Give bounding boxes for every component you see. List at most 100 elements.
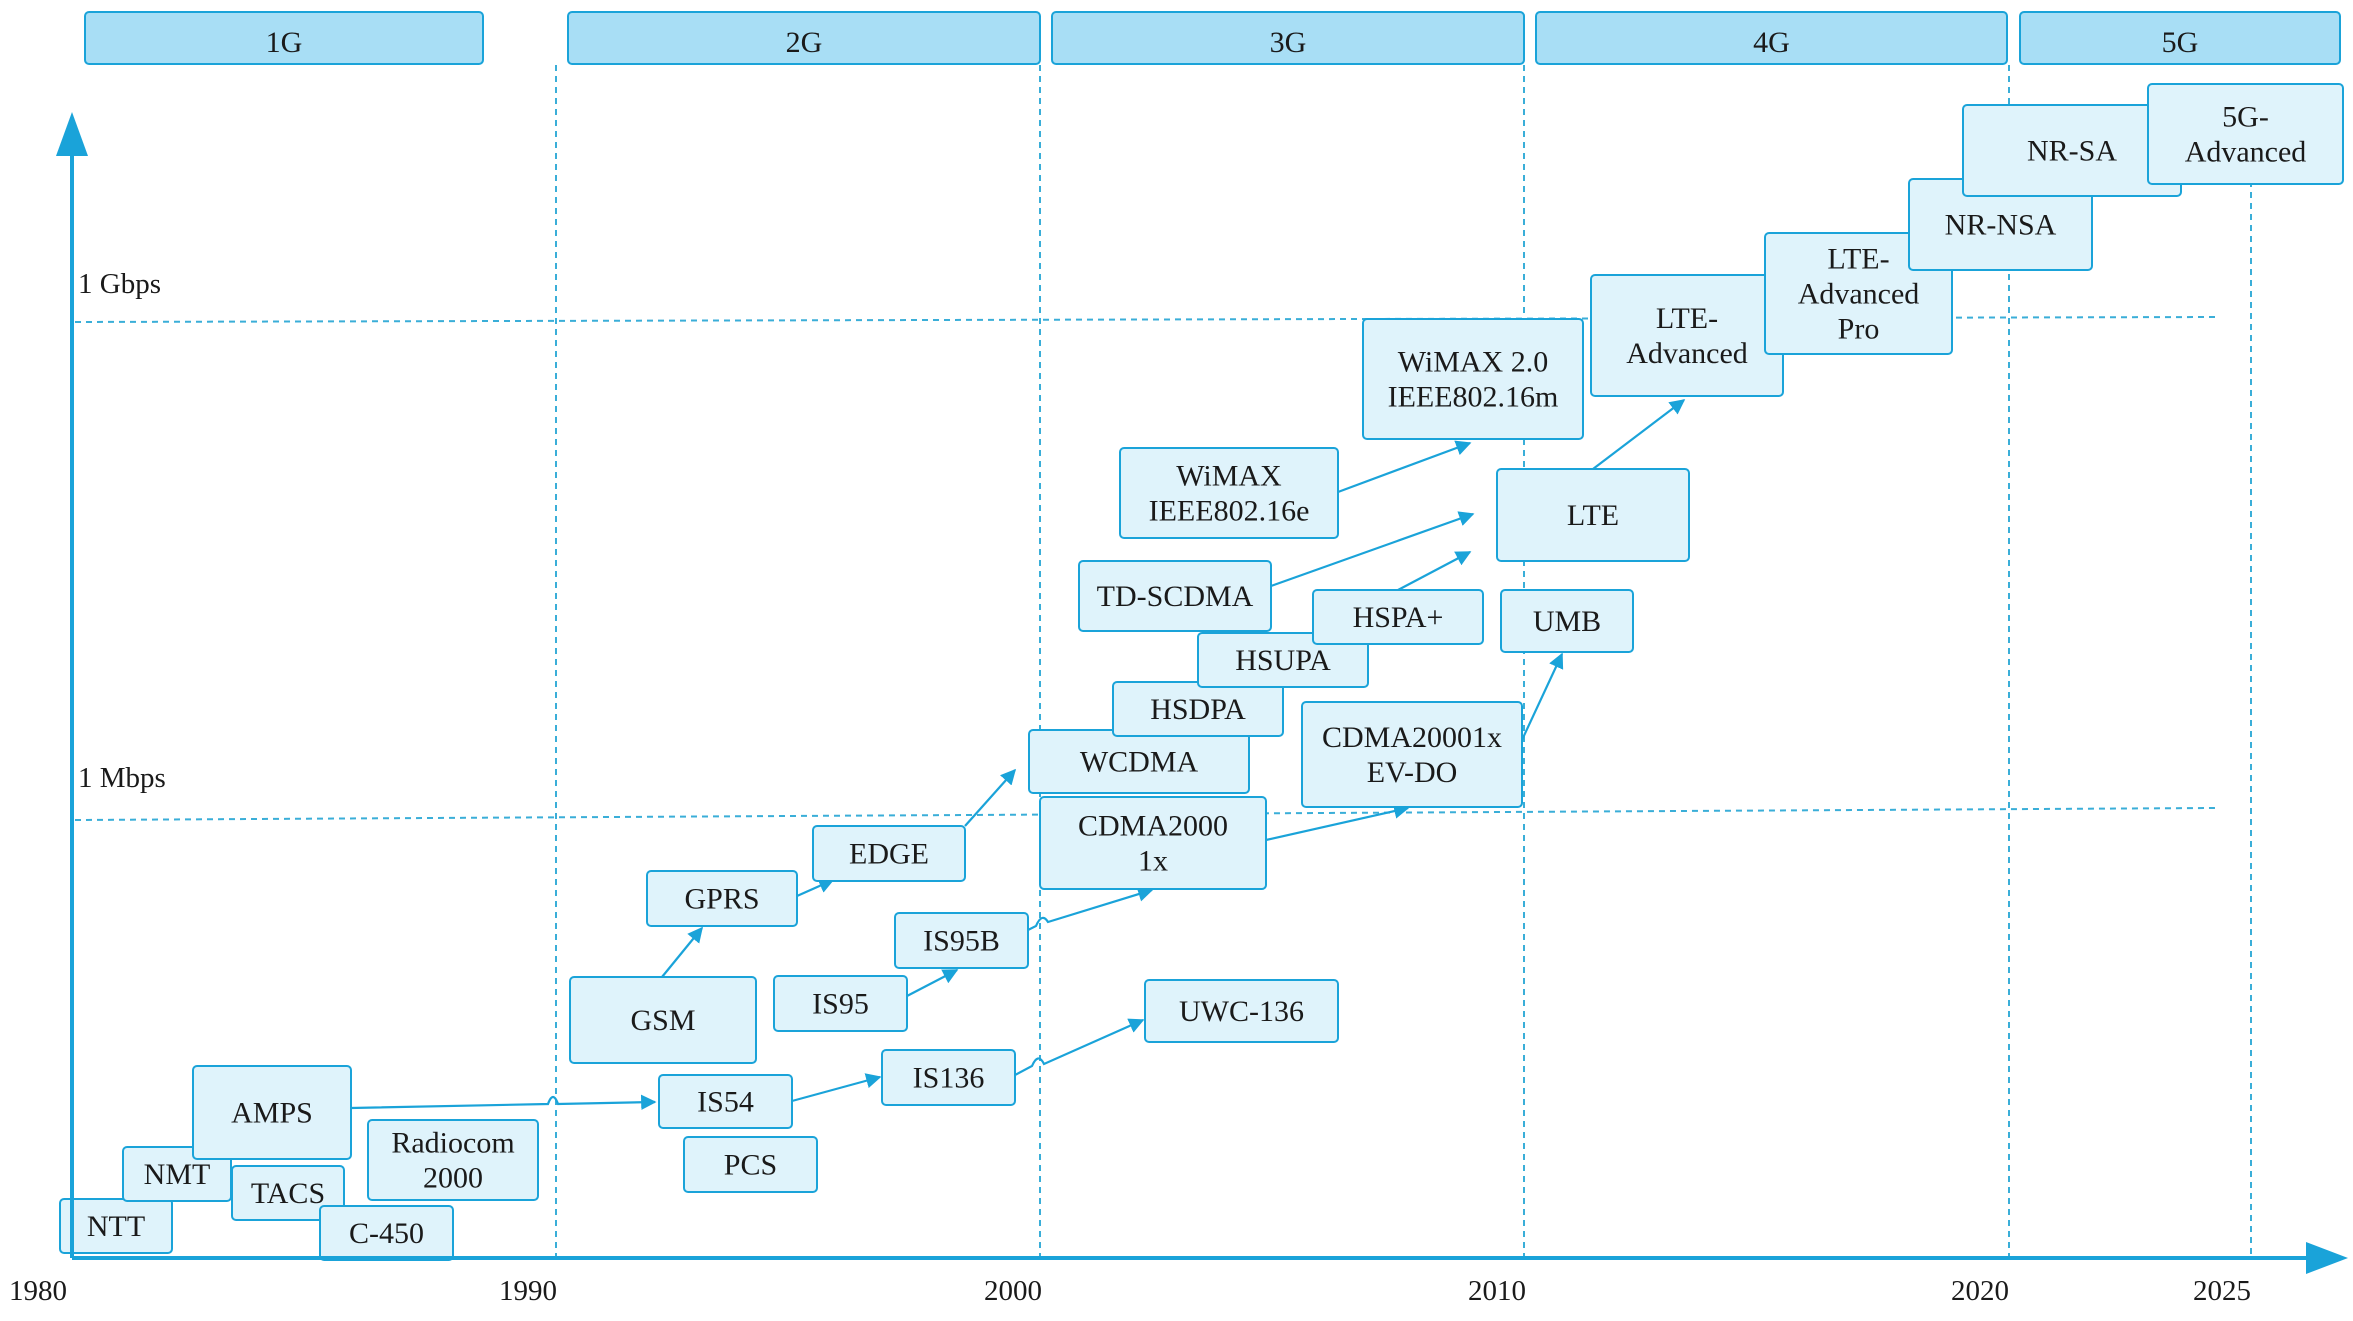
generation-bar-shape [84,11,484,65]
tech-node-shape [658,1074,793,1129]
tech-node-hsupa: HSUPA [1197,632,1369,688]
tech-node-shape [1500,589,1634,653]
generation-label: 3G [1270,26,1307,59]
generation-label: 5G [2162,26,2199,59]
link-hspa-plus-to-lte [1397,551,1472,591]
tech-node-wcdma: WCDMA [1028,729,1250,794]
tech-node-shape [1197,632,1369,688]
generation-bar-shape [1051,11,1525,65]
tech-node-hspa-plus: HSPA+ [1312,589,1484,645]
generation-bar-5g: 5G [2019,11,2341,65]
tech-node-ntt: NTT [59,1198,173,1254]
tech-node-label: GSM [630,1004,695,1037]
tech-node-label: IS136 [913,1062,985,1095]
tech-node-label: CDMA20001x [1322,721,1502,754]
tech-node-label: IS95B [923,925,1000,958]
tech-node-label: HSDPA [1150,693,1246,726]
tech-node-shape [1362,318,1584,440]
generation-header: 1G 2G 3G 4G 5G [84,11,2341,65]
tech-node-is95b: IS95B [894,912,1029,969]
tech-node-c450: C-450 [319,1205,454,1261]
tech-node-gsm: GSM [569,976,757,1064]
tech-node-label: EV-DO [1367,756,1458,789]
tech-node-shape [773,975,908,1032]
x-tick-2020: 2020 [1951,1275,2009,1307]
tech-node-label: 2000 [423,1162,483,1195]
tech-node-label: PCS [724,1149,777,1182]
tech-node-label: Pro [1838,313,1880,346]
tech-node-shape [1764,232,1953,355]
y-level-label-1gbps: 1 Gbps [78,268,161,300]
tech-node-tacs: TACS [231,1165,345,1221]
generation-label: 1G [266,26,303,59]
tech-node-cdma2000-1x: CDMA20001x [1039,796,1267,890]
generation-bar-shape [1535,11,2008,65]
link-td-scdma-to-lte [1270,511,1475,588]
tech-node-lte: LTE [1496,468,1690,562]
tech-node-label: LTE [1567,499,1619,532]
tech-node-shape [2147,83,2344,185]
tech-node-label: LTE- [1656,302,1718,335]
x-tick-1990: 1990 [499,1275,557,1307]
tech-node-label: TD-SCDMA [1097,580,1254,613]
tech-node-gprs: GPRS [646,870,798,927]
generation-label: 2G [786,26,823,59]
tech-node-label: EDGE [849,838,929,871]
tech-node-shape [812,825,966,882]
tech-node-hsdpa: HSDPA [1112,681,1284,737]
tech-node-td-scdma: TD-SCDMA [1078,560,1272,632]
tech-node-label: WiMAX [1176,460,1282,493]
tech-node-label: CDMA2000 [1078,810,1228,843]
tech-node-shape [646,870,798,927]
tech-node-umb: UMB [1500,589,1634,653]
evolution-links [350,399,1686,1110]
link-wimax-to-wimax2 [1337,440,1472,494]
tech-node-label: IEEE802.16m [1388,381,1559,414]
tech-node-label: IS54 [697,1086,754,1119]
tech-node-label: HSUPA [1235,644,1331,677]
x-tick-2025: 2025 [2193,1275,2251,1307]
y-axis-arrow-icon [56,112,88,156]
x-axis-arrow-icon [2306,1242,2348,1274]
link-amps-to-is54 [350,1094,657,1110]
tech-node-shape [894,912,1029,969]
axes [56,112,2348,1274]
generation-label: 4G [1753,26,1790,59]
tech-node-pcs: PCS [683,1136,818,1193]
tech-node-label: Advanced [1626,337,1748,370]
tech-node-label: NMT [144,1158,211,1191]
tech-node-label: WiMAX 2.0 [1398,346,1548,379]
link-cdma2000-1x-to-cdma-evdo [1265,803,1410,842]
x-tick-2000: 2000 [984,1275,1042,1307]
tech-node-is95: IS95 [773,975,908,1032]
tech-node-shape [1496,468,1690,562]
generation-bar-4g: 4G [1535,11,2008,65]
tech-node-is136: IS136 [881,1049,1016,1106]
tech-node-label: Advanced [1798,278,1920,311]
generation-bar-1g: 1G [84,11,484,65]
tech-node-nr-sa: NR-SA [1962,104,2182,197]
link-edge-to-wcdma [964,768,1017,827]
generation-bar-3g: 3G [1051,11,1525,65]
tech-node-edge: EDGE [812,825,966,882]
tech-node-label: Advanced [2185,136,2307,169]
tech-node-shape [1119,447,1339,539]
tech-node-label: GPRS [684,883,759,916]
tech-node-shape [881,1049,1016,1106]
tech-node-shape [569,976,757,1064]
tech-node-label: AMPS [231,1097,313,1130]
axis-labels: 1 Mbps 1 Gbps 1980 1990 2000 2010 2020 2… [9,268,2251,1307]
generation-bar-shape [567,11,1041,65]
tech-node-shape [1078,560,1272,632]
tech-node-label: UWC-136 [1179,995,1304,1028]
tech-node-label: IEEE802.16e [1149,495,1310,528]
link-cdma-evdo-to-umb [1521,652,1564,741]
tech-node-label: LTE- [1827,243,1889,276]
tech-node-label: HSPA+ [1353,601,1444,634]
tech-node-advanced-5g: 5G-Advanced [2147,83,2344,185]
